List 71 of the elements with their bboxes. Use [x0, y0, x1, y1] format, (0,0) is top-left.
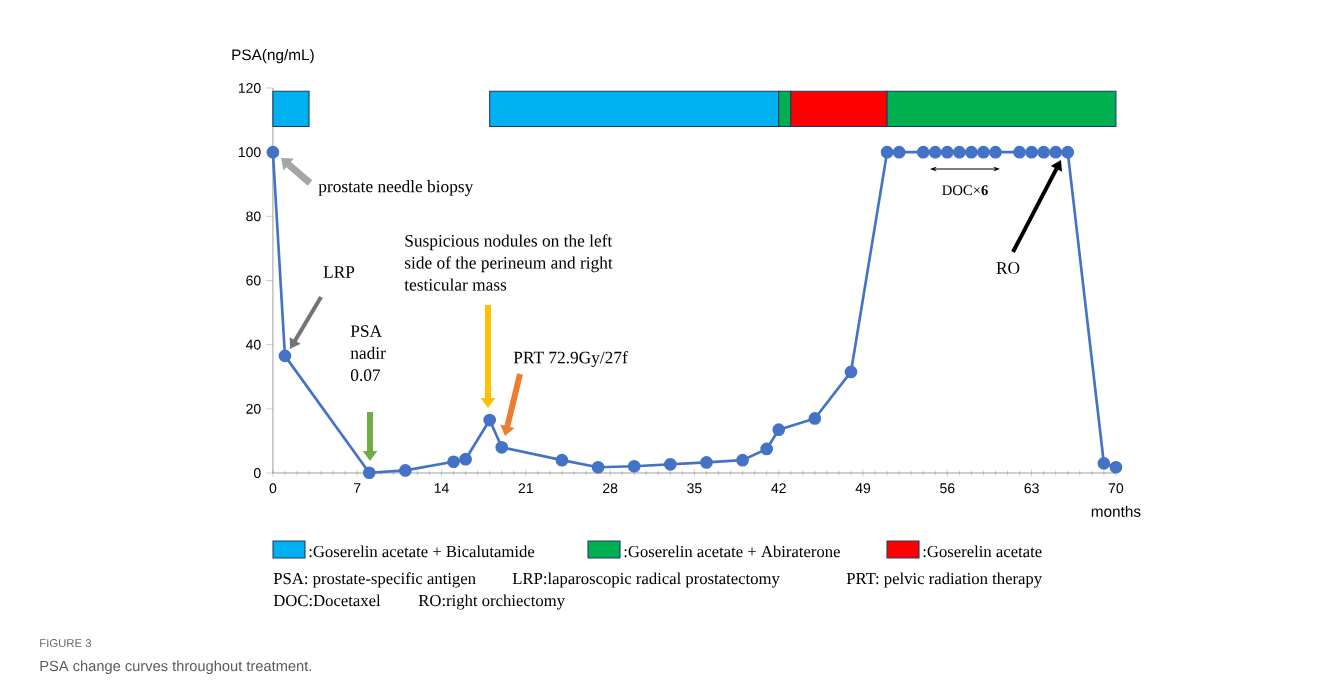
x-tick-label: 56: [940, 483, 955, 494]
point: [965, 145, 978, 159]
legend-label: :Goserelin acetate: [923, 545, 1042, 558]
text: RO:right orchiectomy: [418, 594, 565, 610]
x-tick-label: 35: [687, 483, 702, 494]
point: [1049, 145, 1063, 159]
x-tick-label: 28: [603, 483, 618, 494]
x-tick-label: 21: [518, 483, 533, 493]
point: [1109, 460, 1123, 474]
point: [808, 412, 822, 425]
point: [940, 145, 954, 159]
y-axis-title: PSA(ng/mL): [232, 49, 314, 64]
text: PRT: pelvic radiation therapy: [846, 572, 1043, 588]
point: [362, 466, 376, 480]
text: LRP:laparoscopic radical prostatectomy: [512, 572, 780, 588]
x-tick-label: 70: [1108, 483, 1124, 494]
annotation: RO: [996, 262, 1020, 274]
point: [880, 145, 894, 159]
point: [459, 452, 472, 466]
annotation: PSA nadir 0.07: [350, 325, 386, 381]
point: [399, 464, 412, 477]
point: [663, 458, 677, 471]
point: [627, 459, 641, 473]
annotation: LRP: [323, 266, 355, 278]
x-tick-label: 49: [855, 483, 871, 494]
y-tick-label: 80: [246, 211, 261, 222]
point: [447, 455, 460, 469]
point: [989, 145, 1002, 159]
point: [892, 145, 906, 159]
point: [555, 453, 569, 467]
point: [760, 442, 774, 456]
point: [700, 456, 713, 469]
point: [736, 453, 749, 467]
point: [1025, 145, 1038, 159]
y-tick-label: 120: [238, 83, 261, 93]
text: PSA change curves throughout treatment.: [40, 660, 312, 675]
point: [916, 145, 930, 159]
y-tick-label: 60: [246, 275, 261, 286]
point: [1097, 457, 1111, 470]
point: [591, 460, 605, 474]
annotation: Suspicious nodules on the left side of the perineum and right testicular mass: [404, 234, 613, 291]
point: [928, 145, 942, 159]
point: [953, 145, 966, 159]
y-tick-label: 40: [245, 339, 261, 350]
x-tick-label: 42: [771, 483, 786, 493]
y-tick-label: 0: [253, 468, 261, 478]
point: [483, 413, 497, 427]
point: [844, 365, 858, 379]
y-tick-label: 20: [246, 403, 261, 414]
point: [1037, 145, 1050, 159]
x-tick-label: 63: [1024, 483, 1039, 494]
legend-label: :Goserelin acetate + Bicalutamide: [309, 545, 535, 558]
point: [266, 145, 280, 159]
x-axis-title: months: [1091, 505, 1141, 517]
annotation: prostate needle biopsy: [318, 180, 474, 196]
point: [772, 423, 786, 437]
text: PSA: prostate-specific antigen: [273, 572, 476, 588]
point: [977, 145, 990, 159]
annotation: PRT 72.9Gy/27f: [513, 351, 628, 367]
point: [1061, 145, 1075, 159]
point: [495, 440, 509, 454]
annotation: DOC×6: [942, 185, 988, 196]
caption: FIGURE 3: [40, 639, 92, 648]
x-tick-label: 14: [434, 483, 449, 493]
x-tick-label: 7: [354, 483, 361, 493]
point: [1013, 145, 1026, 159]
point: [278, 349, 292, 363]
text: DOC:Docetaxel: [273, 594, 381, 607]
x-tick-label: 0: [269, 483, 277, 494]
y-tick-label: 100: [238, 147, 261, 158]
legend-label: :Goserelin acetate + Abiraterone: [624, 545, 840, 558]
